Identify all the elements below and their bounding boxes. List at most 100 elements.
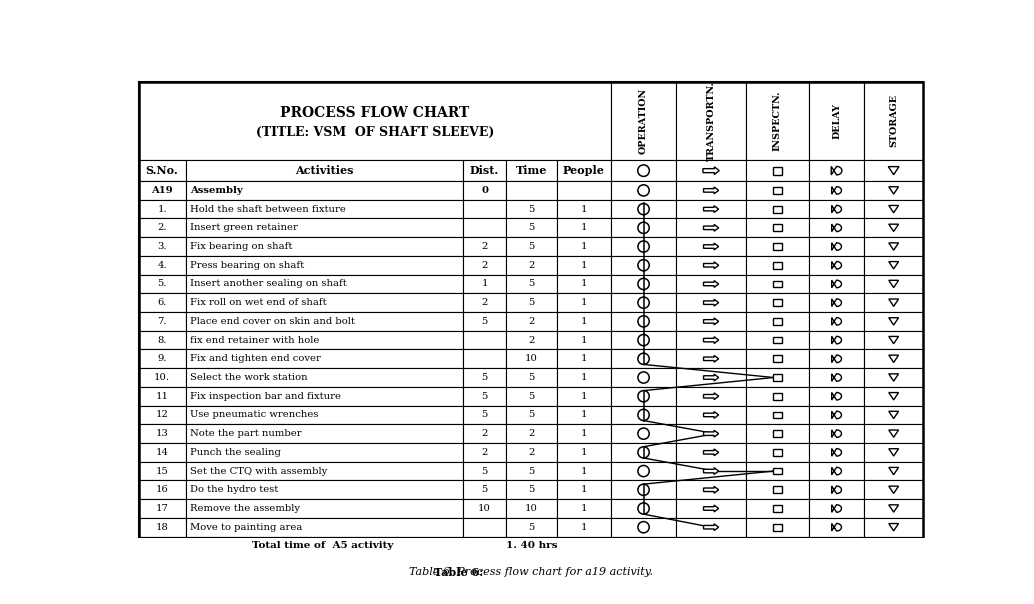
Circle shape <box>638 297 649 308</box>
Bar <box>507 518 557 536</box>
Polygon shape <box>889 205 899 213</box>
Text: 5: 5 <box>481 392 488 400</box>
Text: 5: 5 <box>528 466 535 475</box>
Bar <box>676 424 746 443</box>
Text: 14: 14 <box>155 448 169 457</box>
Text: Time: Time <box>516 165 547 176</box>
Polygon shape <box>831 224 842 231</box>
Bar <box>809 368 864 387</box>
Polygon shape <box>831 467 842 475</box>
Polygon shape <box>703 393 719 400</box>
Text: 5: 5 <box>481 411 488 419</box>
Text: TRANSPORTN.: TRANSPORTN. <box>706 81 716 161</box>
Bar <box>186 256 463 275</box>
Bar <box>557 518 611 536</box>
Text: Do the hydro test: Do the hydro test <box>190 485 278 494</box>
Bar <box>557 181 611 200</box>
Bar <box>746 387 809 405</box>
Bar <box>676 331 746 350</box>
Text: 5: 5 <box>528 411 535 419</box>
Bar <box>139 219 186 237</box>
Bar <box>773 374 782 381</box>
Bar <box>139 200 186 219</box>
Bar <box>746 181 809 200</box>
Text: 2: 2 <box>481 261 488 270</box>
Text: Remove the assembly: Remove the assembly <box>190 504 300 513</box>
Bar <box>746 461 809 480</box>
Bar <box>864 368 923 387</box>
Bar <box>463 518 507 536</box>
Bar <box>773 262 782 269</box>
Bar <box>557 294 611 312</box>
Bar <box>746 405 809 424</box>
Text: A19: A19 <box>151 186 173 195</box>
Bar <box>463 499 507 518</box>
Text: 17: 17 <box>156 504 169 513</box>
Text: 1: 1 <box>581 298 587 307</box>
Bar <box>773 355 782 362</box>
Text: Insert green retainer: Insert green retainer <box>190 223 298 233</box>
Bar <box>463 368 507 387</box>
Bar <box>611 200 676 219</box>
Bar <box>611 443 676 461</box>
Bar <box>507 160 557 181</box>
Text: 2: 2 <box>481 242 488 251</box>
Bar <box>809 387 864 405</box>
Bar <box>463 461 507 480</box>
Polygon shape <box>703 486 719 493</box>
Circle shape <box>638 353 649 364</box>
Circle shape <box>638 410 649 420</box>
Bar <box>507 312 557 331</box>
Polygon shape <box>831 355 842 362</box>
Text: Total time of  A5 activity: Total time of A5 activity <box>251 541 393 550</box>
Polygon shape <box>831 205 842 213</box>
Bar <box>746 294 809 312</box>
Bar <box>557 368 611 387</box>
Text: 1. 40 hrs: 1. 40 hrs <box>506 541 557 550</box>
Text: 1: 1 <box>581 522 587 532</box>
Text: 2: 2 <box>481 298 488 307</box>
Polygon shape <box>831 318 842 325</box>
Text: 1: 1 <box>581 448 587 457</box>
Bar <box>809 518 864 536</box>
Polygon shape <box>703 336 719 344</box>
Polygon shape <box>831 262 842 269</box>
Circle shape <box>638 484 649 495</box>
Circle shape <box>638 241 649 252</box>
Bar <box>507 331 557 350</box>
Text: 2: 2 <box>528 448 535 457</box>
Bar <box>676 518 746 536</box>
Polygon shape <box>703 430 719 437</box>
Bar <box>139 499 186 518</box>
Bar <box>864 331 923 350</box>
Text: 1: 1 <box>581 317 587 326</box>
Bar <box>463 237 507 256</box>
Bar <box>809 424 864 443</box>
Bar <box>746 443 809 461</box>
Text: 10.: 10. <box>154 373 170 382</box>
Bar <box>611 219 676 237</box>
Bar <box>746 480 809 499</box>
Bar <box>139 405 186 424</box>
Circle shape <box>638 428 649 439</box>
Bar <box>773 318 782 325</box>
Circle shape <box>638 222 649 234</box>
Text: Use pneumatic wrenches: Use pneumatic wrenches <box>190 411 318 419</box>
Bar <box>611 181 676 200</box>
Bar <box>611 82 676 160</box>
Bar <box>139 331 186 350</box>
Bar <box>809 350 864 368</box>
Bar <box>557 480 611 499</box>
Text: 0: 0 <box>481 186 488 195</box>
Bar <box>809 536 864 555</box>
Polygon shape <box>703 374 719 381</box>
Bar <box>746 200 809 219</box>
Text: 6.: 6. <box>157 298 166 307</box>
Text: 2.: 2. <box>157 223 166 233</box>
Bar <box>186 518 463 536</box>
Text: People: People <box>562 165 605 176</box>
Bar <box>746 237 809 256</box>
Text: STORAGE: STORAGE <box>889 94 899 147</box>
Bar <box>139 275 186 294</box>
Text: 5: 5 <box>528 205 535 214</box>
